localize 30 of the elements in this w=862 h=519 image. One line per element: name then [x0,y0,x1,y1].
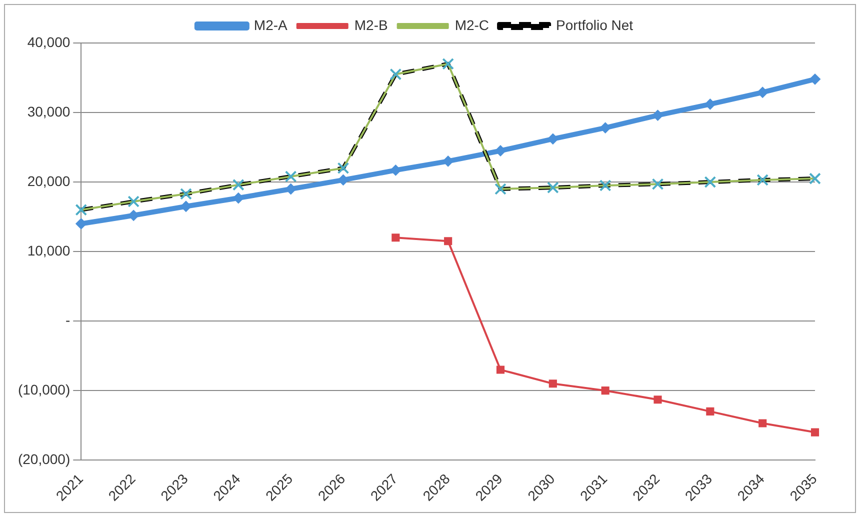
point [706,407,714,416]
legend-label: M2-A [254,16,288,33]
point [444,237,452,246]
point [654,396,662,404]
point [338,174,349,186]
legend-label: M2-C [454,16,490,33]
point [810,428,820,436]
point [496,366,505,374]
point [704,98,716,110]
point [548,380,557,388]
point [442,156,454,167]
y-tick-label: 40,000 [27,34,70,50]
point [285,183,296,194]
point [757,86,768,98]
y-tick-label: (10,000) [18,381,70,398]
point [600,122,611,134]
point [758,419,767,428]
point [810,74,820,85]
point [232,192,244,204]
point [601,386,610,395]
y-tick-label: 30,000 [27,103,70,120]
point [547,133,558,144]
point [392,234,400,242]
y-tick-label: 10,000 [27,242,70,258]
legend-label: Portfolio Net [556,16,634,33]
y-tick-label: (20,000) [18,450,70,467]
legend-label: M2-B [354,16,388,33]
y-tick-label: - [65,312,70,328]
y-tick-label: 20,000 [27,172,70,189]
point [652,110,664,121]
